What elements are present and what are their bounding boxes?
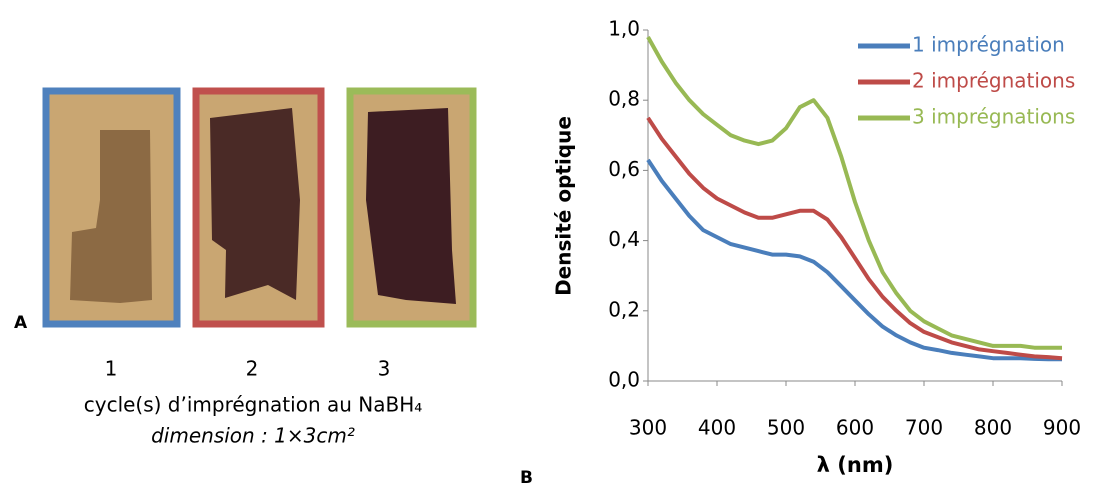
y-tick-label: 1,0 [608,17,640,41]
y-tick-label: 0,0 [608,368,640,392]
legend-label: 2 imprégnations [912,69,1075,93]
x-tick-label: 300 [629,416,667,440]
x-tick-label: 900 [1043,416,1081,440]
x-tick-label: 600 [836,416,874,440]
sample-photo [366,108,456,304]
sample-photo [210,108,300,300]
x-tick-label: 500 [767,416,805,440]
y-tick-label: 0,8 [608,87,640,111]
sample-photo [70,130,152,303]
sample-label: 2 [246,357,259,381]
legend-label: 3 imprégnations [912,105,1075,129]
panel-letter: B [520,468,533,487]
sample-label: 1 [105,357,118,381]
x-tick-label: 400 [698,416,736,440]
y-tick-label: 0,4 [608,227,640,251]
x-tick-label: 800 [974,416,1012,440]
photo-panel: A 1 2 3 cycle(s) d’imprégnation au NaBH₄… [14,87,477,448]
series-line [646,158,1062,362]
sample-label: 3 [378,357,391,381]
panel-letter: A [14,313,28,333]
dimension: dimension : 1×3cm² [151,424,355,448]
legend-label: 1 imprégnation [912,33,1065,57]
series-line [646,116,1063,361]
x-tick-label: 700 [905,416,943,440]
y-axis-label: Densité optique [552,116,576,296]
y-tick-label: 0,6 [608,157,640,181]
caption: cycle(s) d’imprégnation au NaBH₄ [84,393,423,417]
series-line [646,36,1062,350]
x-axis-label: λ (nm) [817,453,894,477]
y-tick-label: 0,2 [608,297,640,321]
